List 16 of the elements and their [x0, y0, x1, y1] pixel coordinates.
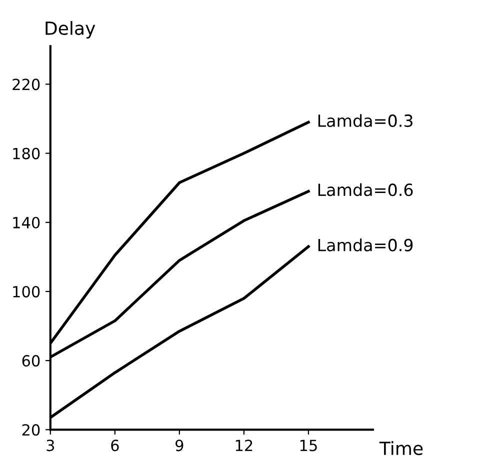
series-label: Lamda=0.3: [318, 114, 412, 128]
x-axis-title: Time: [379, 441, 423, 456]
y-tick-label: 100: [13, 286, 40, 298]
x-tick-label: 3: [46, 440, 54, 452]
x-tick-label: 12: [236, 440, 252, 451]
y-tick-label: 180: [13, 148, 40, 160]
x-tick-label: 9: [176, 440, 184, 452]
series-label: Lamda=0.6: [318, 183, 413, 196]
x-tick-label: 15: [300, 440, 317, 452]
y-tick-label: 60: [22, 355, 40, 367]
x-tick-label: 6: [111, 440, 119, 452]
y-tick-label: 20: [22, 424, 40, 436]
y-tick-label: 140: [13, 216, 40, 228]
series-label: Lamda=0.9: [318, 238, 413, 252]
y-axis-title: Delay: [46, 21, 96, 39]
y-tick-label: 220: [12, 78, 40, 90]
